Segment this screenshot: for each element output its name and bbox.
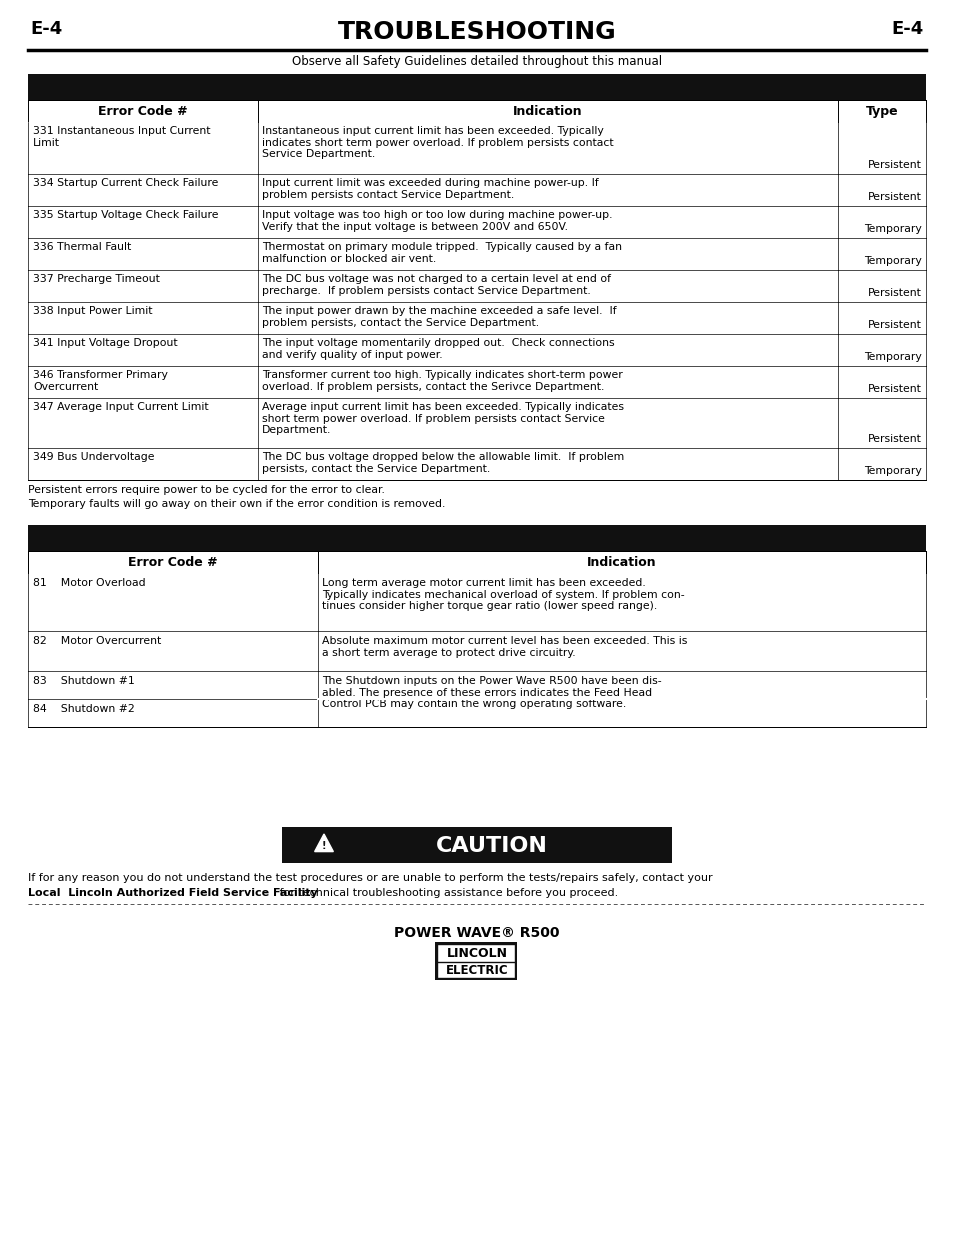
Text: The Shutdown inputs on the Power Wave R500 have been dis-
abled. The presence of: The Shutdown inputs on the Power Wave R5… <box>322 676 661 709</box>
Bar <box>435 942 517 981</box>
Bar <box>28 74 925 100</box>
Bar <box>282 827 671 863</box>
Bar <box>28 573 925 631</box>
Text: 81    Motor Overload: 81 Motor Overload <box>33 578 146 588</box>
Bar <box>28 122 925 174</box>
Bar <box>28 671 925 699</box>
Text: Average input current limit has been exceeded. Typically indicates
short term po: Average input current limit has been exc… <box>262 403 623 435</box>
Bar <box>28 238 925 270</box>
Text: Persistent: Persistent <box>867 320 921 330</box>
Text: Local  Lincoln Authorized Field Service Facility: Local Lincoln Authorized Field Service F… <box>28 888 317 898</box>
Text: Persistent: Persistent <box>867 191 921 203</box>
Text: 337 Precharge Timeout: 337 Precharge Timeout <box>33 274 160 284</box>
Text: The DC bus voltage dropped below the allowable limit.  If problem
persists, cont: The DC bus voltage dropped below the all… <box>262 452 623 473</box>
Text: POWER WAVE® R500: POWER WAVE® R500 <box>394 926 559 940</box>
Text: 336 Thermal Fault: 336 Thermal Fault <box>33 242 132 252</box>
Bar <box>436 944 515 978</box>
Text: The DC bus voltage was not charged to a certain level at end of
precharge.  If p: The DC bus voltage was not charged to a … <box>262 274 610 295</box>
Text: 84    Shutdown #2: 84 Shutdown #2 <box>33 704 134 714</box>
Text: E-4: E-4 <box>891 20 923 38</box>
Text: Indication: Indication <box>513 105 582 119</box>
Text: 334 Startup Current Check Failure: 334 Startup Current Check Failure <box>33 178 218 188</box>
Text: If for any reason you do not understand the test procedures or are unable to per: If for any reason you do not understand … <box>28 873 712 883</box>
Text: 347 Average Input Current Limit: 347 Average Input Current Limit <box>33 403 209 412</box>
Text: Persistent: Persistent <box>867 384 921 394</box>
Text: Persistent: Persistent <box>867 288 921 298</box>
Text: LINCOLN: LINCOLN <box>446 947 507 960</box>
Text: Instantaneous input current limit has been exceeded. Typically
indicates short t: Instantaneous input current limit has be… <box>262 126 613 159</box>
Text: for technical troubleshooting assistance before you proceed.: for technical troubleshooting assistance… <box>275 888 618 898</box>
Text: 341 Input Voltage Dropout: 341 Input Voltage Dropout <box>33 338 177 348</box>
Text: Persistent: Persistent <box>867 433 921 445</box>
Text: Long term average motor current limit has been exceeded.
Typically indicates mec: Long term average motor current limit ha… <box>322 578 684 611</box>
Text: 346 Transformer Primary
Overcurrent: 346 Transformer Primary Overcurrent <box>33 370 168 391</box>
Text: Persistent errors require power to be cycled for the error to clear.: Persistent errors require power to be cy… <box>28 485 384 495</box>
Bar <box>28 398 925 448</box>
Text: The input voltage momentarily dropped out.  Check connections
and verify quality: The input voltage momentarily dropped ou… <box>262 338 614 359</box>
Polygon shape <box>314 834 333 852</box>
Text: TROUBLESHOOTING: TROUBLESHOOTING <box>337 20 616 44</box>
Text: Type: Type <box>864 105 898 119</box>
Text: 338 Input Power Limit: 338 Input Power Limit <box>33 306 152 316</box>
Bar <box>28 303 925 333</box>
Bar <box>28 525 925 551</box>
Text: The input power drawn by the machine exceeded a safe level.  If
problem persists: The input power drawn by the machine exc… <box>262 306 616 327</box>
Text: Observe all Safety Guidelines detailed throughout this manual: Observe all Safety Guidelines detailed t… <box>292 56 661 68</box>
Text: Input current limit was exceeded during machine power-up. If
problem persists co: Input current limit was exceeded during … <box>262 178 598 200</box>
Text: 335 Startup Voltage Check Failure: 335 Startup Voltage Check Failure <box>33 210 218 220</box>
Bar <box>28 174 925 206</box>
Bar <box>28 270 925 303</box>
Bar <box>28 100 925 122</box>
Text: ELECTRIC: ELECTRIC <box>445 965 508 977</box>
Bar <box>28 333 925 366</box>
Text: Temporary faults will go away on their own if the error condition is removed.: Temporary faults will go away on their o… <box>28 499 445 509</box>
Text: Transformer current too high. Typically indicates short-term power
overload. If : Transformer current too high. Typically … <box>262 370 622 391</box>
Bar <box>28 366 925 398</box>
Text: Indication: Indication <box>587 556 656 569</box>
Text: Temporary: Temporary <box>863 352 921 362</box>
Text: Error Code #: Error Code # <box>98 105 188 119</box>
Text: Input voltage was too high or too low during machine power-up.
Verify that the i: Input voltage was too high or too low du… <box>262 210 612 232</box>
Bar <box>28 206 925 238</box>
Text: Thermostat on primary module tripped.  Typically caused by a fan
malfunction or : Thermostat on primary module tripped. Ty… <box>262 242 621 263</box>
Text: 349 Bus Undervoltage: 349 Bus Undervoltage <box>33 452 154 462</box>
Bar <box>28 631 925 671</box>
Bar <box>28 699 925 727</box>
Text: Temporary: Temporary <box>863 224 921 233</box>
Text: 82    Motor Overcurrent: 82 Motor Overcurrent <box>33 636 161 646</box>
Text: 83    Shutdown #1: 83 Shutdown #1 <box>33 676 134 685</box>
Bar <box>28 448 925 480</box>
Text: Persistent: Persistent <box>867 161 921 170</box>
Text: 331 Instantaneous Input Current
Limit: 331 Instantaneous Input Current Limit <box>33 126 211 148</box>
Text: E-4: E-4 <box>30 20 62 38</box>
Text: !: ! <box>321 841 326 851</box>
Bar <box>28 551 925 573</box>
Text: Temporary: Temporary <box>863 256 921 266</box>
Text: Error Code #: Error Code # <box>128 556 217 569</box>
Text: Temporary: Temporary <box>863 466 921 475</box>
Text: Absolute maximum motor current level has been exceeded. This is
a short term ave: Absolute maximum motor current level has… <box>322 636 687 657</box>
Text: CAUTION: CAUTION <box>436 836 547 856</box>
